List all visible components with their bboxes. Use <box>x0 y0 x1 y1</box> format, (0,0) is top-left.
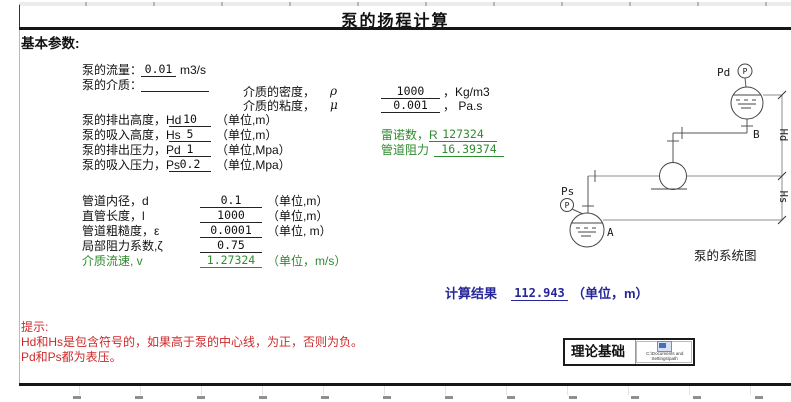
local-resistance-value-cell[interactable]: 0.75 <box>200 239 262 253</box>
pd-gauge-letter: P <box>743 67 748 76</box>
reynolds-value-cell[interactable]: 127324 <box>429 128 497 142</box>
ps-diagram-label: Ps <box>561 185 574 198</box>
pd-unit: （单位,Mpa） <box>216 143 291 157</box>
hint-line-2: Pd和Ps都为表压。 <box>21 350 122 364</box>
pipe-resistance-label: 管道阻力 <box>381 143 430 157</box>
diagram-caption: 泵的系统图 <box>694 248 757 263</box>
pipe-diameter-unit: （单位,m） <box>267 194 329 208</box>
roughness-label: 管道粗糙度，ε <box>82 224 160 238</box>
title-row-left-border <box>19 5 20 29</box>
result-label: 计算结果 <box>445 286 498 301</box>
velocity-label: 介质流速, v <box>82 254 143 268</box>
velocity-unit: （单位，m/s） <box>267 254 347 268</box>
roughness-value-cell[interactable]: 0.0001 <box>200 224 262 238</box>
embedded-object-caption-line1: C:\Documents and <box>645 351 684 357</box>
viscosity-value-cell[interactable]: 0.001 <box>381 99 440 113</box>
viscosity-label: 介质的粘度， <box>243 99 316 113</box>
ps-gauge-letter: P <box>565 201 570 210</box>
hd-dimension-label: Hd <box>777 129 789 142</box>
result-value-cell[interactable]: 112.943 <box>511 287 568 301</box>
hd-value-cell[interactable]: 10 <box>169 113 211 127</box>
tank-a-liquid-dashes <box>576 227 596 237</box>
word-document-icon <box>657 341 672 352</box>
ps-value-cell[interactable]: 0.2 <box>169 158 211 172</box>
density-symbol: ρ <box>330 84 338 98</box>
pipe-length-unit: （单位,m） <box>267 209 329 223</box>
ps-label: 泵的吸入压力，Ps <box>82 158 181 172</box>
bottom-column-guides <box>19 386 791 395</box>
flow-unit: m3/s <box>180 63 207 77</box>
density-value-cell[interactable]: 1000 <box>381 85 440 99</box>
density-label: 介质的密度， <box>243 85 316 99</box>
title-underline-rule <box>19 27 791 30</box>
pipe-diameter-label: 管道内径，d <box>82 194 149 208</box>
tank-b-liquid-dashes <box>736 99 756 109</box>
medium-label: 泵的介质： <box>82 78 143 92</box>
local-resistance-label: 局部阻力系数,ζ <box>82 239 163 253</box>
roughness-unit: （单位, m） <box>267 224 332 238</box>
hint-title: 提示: <box>21 320 49 334</box>
bottom-edge-column-ruler <box>19 396 791 399</box>
tank-a-vessel <box>569 212 605 248</box>
page-title: 泵的扬程计算 <box>341 13 450 30</box>
theory-basis-box: 理论基础 C:\Documents and Settings\path <box>563 338 695 366</box>
flow-value-cell[interactable]: 0.01 <box>141 63 176 77</box>
viscosity-unit: ， Pa.s <box>443 99 483 113</box>
hint-line-1: Hd和Hs是包含符号的，如果高于泵的中心线，为正，否则为负。 <box>21 335 364 349</box>
tank-b-vessel <box>730 86 764 120</box>
velocity-value-cell[interactable]: 1.27324 <box>200 254 262 268</box>
pump-symbol <box>659 162 687 190</box>
density-unit: ，Kg/m3 <box>443 85 490 99</box>
pipe-length-value-cell[interactable]: 1000 <box>200 209 262 223</box>
dimension-tick-bottom <box>777 215 787 225</box>
pump-system-diagram: Pd P B Ps P A Hd Hs 泵的系统图 <box>560 63 789 263</box>
hd-label: 泵的排出高度，Hd <box>82 113 182 127</box>
pd-label: 泵的排出压力，Pd <box>82 143 181 157</box>
embedded-document-object[interactable]: C:\Documents and Settings\path <box>635 340 693 364</box>
hs-value-cell[interactable]: 5 <box>169 128 211 142</box>
ps-unit: （单位,Mpa） <box>216 158 291 172</box>
hs-unit: （单位,m） <box>216 128 278 142</box>
theory-basis-label: 理论基础 <box>571 344 625 359</box>
tank-b-point-label: B <box>753 128 760 141</box>
pd-value-cell[interactable]: 1 <box>169 143 211 157</box>
tank-a-point-label: A <box>607 226 614 239</box>
hs-dimension-label: Hs <box>777 191 789 204</box>
top-edge-column-ruler <box>19 2 791 6</box>
result-unit: （单位，m） <box>572 286 649 301</box>
pd-diagram-label: Pd <box>717 66 730 79</box>
section-heading: 基本参数: <box>21 36 80 51</box>
reynolds-label: 雷诺数，R <box>381 128 438 142</box>
flow-label: 泵的流量： <box>82 63 143 77</box>
hs-label: 泵的吸入高度，Hs <box>82 128 181 142</box>
ps-pressure-gauge-icon <box>560 198 574 212</box>
bottom-rule <box>19 383 791 386</box>
sheet-left-border <box>19 4 20 384</box>
viscosity-symbol: μ <box>330 98 338 112</box>
ps-gauge-connector <box>571 208 584 215</box>
pd-gauge-connector <box>744 77 747 88</box>
pipe-length-label: 直管长度，l <box>82 209 145 223</box>
dimension-tick-middle <box>777 171 787 181</box>
dimension-tick-top <box>777 90 787 100</box>
medium-value-cell[interactable] <box>141 78 209 92</box>
embedded-object-caption-line2: Settings\path <box>651 356 678 362</box>
pipe-diameter-value-cell[interactable]: 0.1 <box>200 194 262 208</box>
pipe-resistance-value-cell[interactable]: 16.39374 <box>434 143 504 157</box>
hd-unit: （单位,m） <box>216 113 278 127</box>
